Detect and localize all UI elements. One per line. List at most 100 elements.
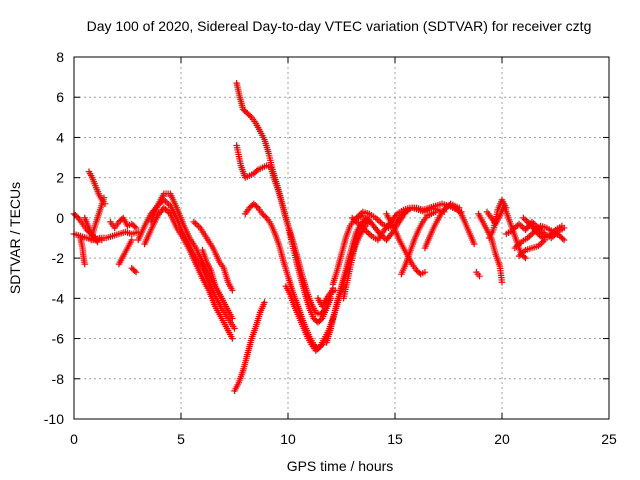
data-point [315, 344, 322, 352]
data-point [521, 216, 529, 223]
y-tick-label: 4 [56, 129, 64, 145]
series-track-ac [449, 204, 478, 248]
series-track-m [190, 218, 236, 294]
series-track-n [199, 246, 236, 322]
data-point [132, 224, 140, 232]
data-point [515, 220, 523, 228]
data-point [231, 325, 238, 332]
data-point [374, 216, 381, 223]
data-point [163, 199, 171, 207]
y-tick-label: -6 [52, 331, 65, 347]
series-track-ad [473, 268, 483, 280]
x-tick-label: 25 [601, 431, 617, 447]
data-point [421, 268, 429, 276]
y-tick-label: -2 [52, 250, 65, 266]
data-point [404, 206, 412, 214]
series-track-h [115, 236, 135, 268]
series-track-k [141, 204, 236, 342]
data-point [98, 236, 106, 244]
data-point [522, 254, 529, 262]
data-point [476, 273, 483, 280]
chart-title: Day 100 of 2020, Sidereal Day-to-day VTE… [87, 18, 592, 34]
y-tick-label: 0 [56, 210, 64, 226]
data-point [192, 220, 199, 227]
data-point [246, 112, 254, 120]
series-track-g [107, 214, 140, 232]
data-point [365, 229, 372, 237]
data-point [317, 316, 325, 323]
x-axis-label: GPS time / hours [287, 458, 394, 474]
data-point [560, 236, 568, 244]
data-point [527, 231, 535, 239]
data-series [70, 79, 568, 395]
data-point [253, 167, 260, 175]
x-tick-label: 15 [387, 431, 403, 447]
data-point [520, 214, 527, 222]
data-point [229, 335, 236, 342]
data-point [559, 235, 566, 242]
y-axis-label: SDTVAR / TECUs [7, 182, 23, 294]
data-point [470, 240, 478, 248]
data-point [558, 222, 566, 230]
x-tick-label: 0 [70, 431, 78, 447]
y-tick-label: -8 [52, 371, 65, 387]
data-point [163, 207, 171, 215]
data-point [132, 268, 140, 276]
data-point [190, 218, 198, 226]
y-tick-label: 2 [56, 170, 64, 186]
data-point [366, 231, 374, 238]
data-point [517, 222, 524, 229]
data-point [456, 209, 464, 216]
series-track-aa [398, 208, 439, 278]
data-point [503, 204, 510, 212]
data-point [162, 198, 169, 205]
data-point [131, 267, 138, 275]
data-point [498, 279, 506, 286]
x-tick-label: 20 [494, 431, 510, 447]
series-track-q [233, 142, 334, 326]
series-track-t [314, 287, 339, 310]
data-point [375, 217, 383, 225]
data-point [261, 299, 268, 306]
data-point [229, 315, 236, 322]
series-track-ak [515, 236, 548, 260]
series-track-y [353, 206, 412, 232]
series-track-l [147, 190, 225, 302]
data-point [229, 287, 236, 294]
data-point [81, 260, 88, 268]
data-point [538, 239, 545, 247]
data-point [432, 208, 439, 216]
y-tick-label: 6 [56, 89, 64, 105]
data-point [100, 194, 108, 201]
data-point [131, 223, 138, 230]
series-track-o [231, 299, 268, 395]
data-point [541, 236, 548, 244]
series-track-c [77, 234, 88, 268]
data-point [331, 287, 339, 294]
series-track-i [128, 264, 140, 276]
grid [74, 57, 609, 419]
x-tick-label: 5 [177, 431, 185, 447]
y-tick-label: -10 [44, 411, 64, 427]
x-tick-label: 10 [280, 431, 296, 447]
data-point [92, 237, 100, 244]
data-point [377, 219, 384, 226]
data-point [195, 223, 202, 230]
plot-frame [73, 56, 610, 420]
data-point [261, 213, 269, 220]
data-point [94, 238, 101, 246]
data-point [519, 223, 526, 231]
series-track-z [383, 210, 429, 278]
series-track-f [87, 194, 108, 244]
series-track-ag [485, 196, 510, 242]
data-point [193, 221, 201, 229]
series-track-p [233, 79, 337, 318]
data-point [253, 203, 260, 210]
data-point [128, 236, 135, 244]
data-point [526, 233, 533, 240]
series-track-x [340, 204, 448, 302]
y-tick-label: 8 [56, 49, 64, 65]
y-tick-label: -4 [52, 290, 65, 306]
data-point [73, 213, 81, 220]
